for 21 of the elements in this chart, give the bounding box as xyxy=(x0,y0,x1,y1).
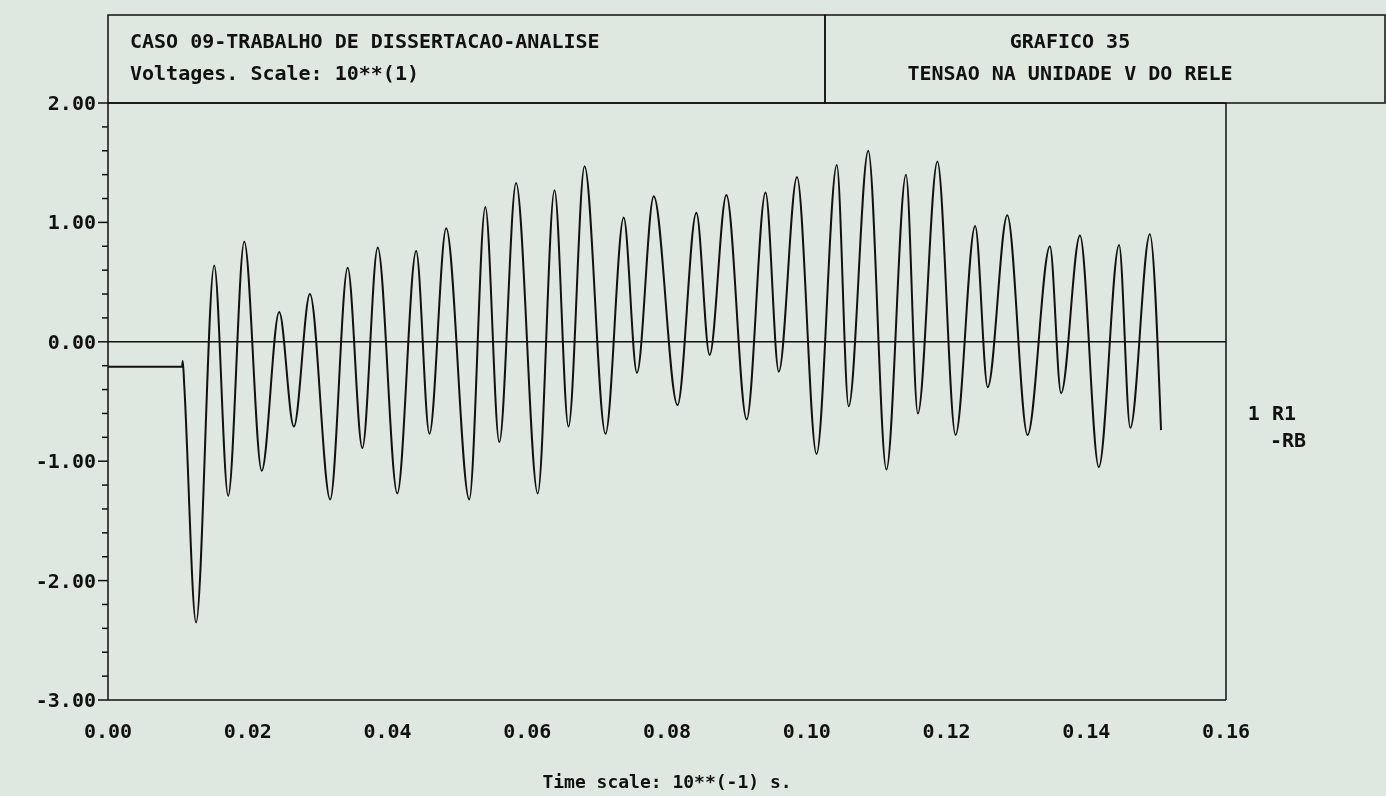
text: GRAFICO 35 xyxy=(1009,29,1131,53)
text: TENSAO NA UNIDADE V DO RELE xyxy=(907,61,1233,85)
x-axis-title: Time scale: 10**(-1) s. xyxy=(542,771,792,792)
x-tick-label: 0.14 xyxy=(1062,719,1111,743)
text: 1 R1 -RB xyxy=(1247,401,1306,452)
y-tick-label: 2.00 xyxy=(47,91,96,115)
x-tick-label: 0.08 xyxy=(642,719,692,743)
y-tick-label: -3.00 xyxy=(35,688,96,712)
x-tick-label: 0.16 xyxy=(1201,719,1251,743)
chart-title: CASO 09-TRABALHO DE DISSERTACAO-ANALISE xyxy=(130,29,600,53)
x-tick-label: 0.12 xyxy=(922,719,971,743)
x-tick-label: 0.06 xyxy=(503,719,552,743)
y-tick-label: 1.00 xyxy=(47,210,96,235)
x-tick-label: 0.00 xyxy=(83,719,133,743)
x-tick-label: 0.04 xyxy=(363,719,412,743)
x-tick-label: 0.10 xyxy=(782,719,831,743)
x-tick-label: 0.02 xyxy=(223,719,272,743)
chart-subtitle: Voltages. Scale: 10**(1) xyxy=(130,61,419,85)
y-tick-label: 0.00 xyxy=(47,329,96,354)
y-tick-label: -1.00 xyxy=(35,449,96,474)
y-tick-label: -2.00 xyxy=(35,568,96,593)
